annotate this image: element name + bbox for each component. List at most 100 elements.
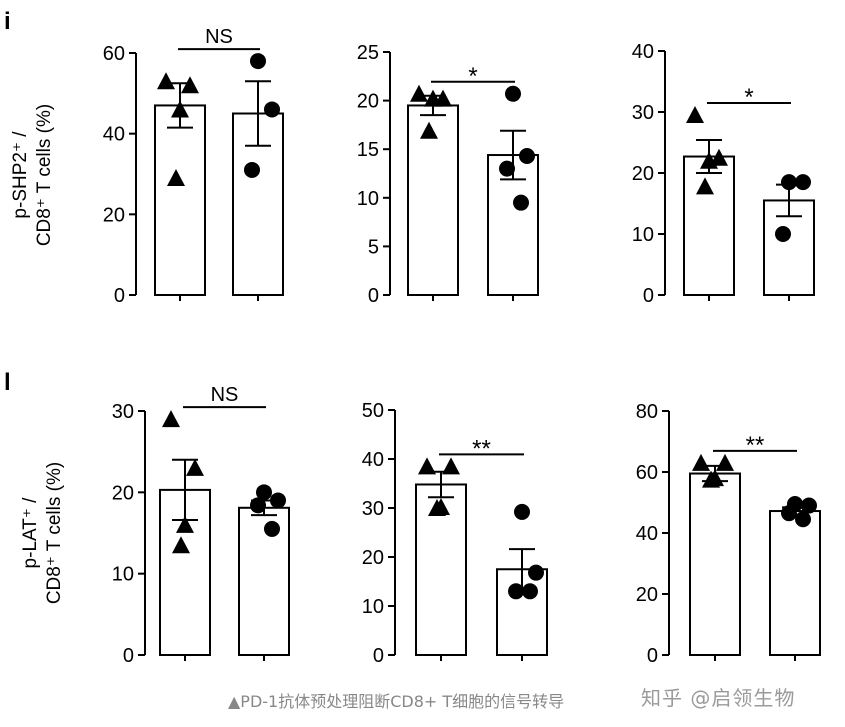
bar-group2 (769, 510, 821, 657)
chart-2: 0 10 20 30 40 * (632, 41, 815, 307)
y-tick-label: 20 (632, 163, 654, 185)
data-point-circle (250, 497, 266, 514)
significance-label: * (468, 63, 477, 90)
significance-label: * (744, 84, 753, 111)
chart-1: 0 5 10 15 20 25 * (357, 42, 539, 307)
y-tick-label: 5 (368, 236, 379, 258)
y-tick-label: 20 (636, 584, 658, 606)
significance-label: ** (472, 435, 491, 462)
y-tick-label: 40 (103, 124, 125, 146)
data-point-triangle (702, 470, 720, 488)
data-point-triangle (716, 453, 734, 471)
y-tick-label: 10 (362, 596, 384, 618)
y-tick-label: 30 (362, 498, 384, 520)
data-point-triangle (181, 76, 199, 94)
data-point-triangle (410, 84, 428, 102)
y-tick-label: 15 (357, 139, 379, 161)
data-point-circle (514, 503, 530, 520)
bar-group1 (683, 155, 735, 296)
data-point-triangle (696, 177, 714, 195)
charts-group: 0204060NS0510152025*010203040*0102030NS0… (103, 26, 821, 667)
significance-label: ** (746, 432, 765, 459)
y-tick-label: 0 (123, 645, 134, 667)
y-axis-title-i: p-SHP2⁺ / CD8⁺ T cells (%) (10, 104, 55, 246)
data-point-triangle (418, 457, 436, 475)
y-tick-label: 40 (632, 41, 654, 63)
data-point-triangle (172, 536, 190, 554)
chart-5: 0 20 40 60 80 ** (636, 401, 821, 667)
y-axis-title-i-line1: p-SHP2⁺ / (10, 131, 31, 219)
data-point-circle (270, 492, 286, 509)
data-point-triangle (442, 457, 460, 475)
data-point-circle (801, 497, 817, 514)
y-tick-label: 60 (636, 462, 658, 484)
data-point-triangle (171, 100, 189, 118)
data-point-circle (775, 226, 791, 242)
y-tick-label: 40 (636, 523, 658, 545)
data-point-circle (508, 583, 524, 600)
y-tick-label: 30 (112, 401, 134, 423)
data-point-triangle (428, 499, 446, 516)
y-axis-title-l-line1: p-LAT⁺ / (20, 497, 41, 569)
data-point-circle (781, 174, 797, 191)
y-tick-label: 30 (632, 102, 654, 124)
y-tick-label: 25 (357, 42, 379, 64)
y-tick-label: 0 (368, 285, 379, 307)
data-point-triangle (420, 121, 438, 139)
data-point-circle (513, 194, 529, 211)
y-tick-label: 20 (103, 204, 125, 226)
y-tick-label: 10 (357, 188, 379, 210)
data-point-circle (264, 520, 280, 537)
y-tick-label: 80 (636, 401, 658, 423)
data-point-triangle (186, 458, 204, 476)
bar-group1 (689, 472, 741, 656)
y-tick-label: 20 (362, 547, 384, 569)
data-point-circle (264, 101, 280, 118)
data-point-triangle (686, 106, 704, 124)
data-point-triangle (157, 72, 175, 90)
y-tick-label: 0 (373, 645, 384, 667)
data-point-circle (256, 484, 272, 501)
y-tick-label: 10 (112, 564, 134, 586)
data-point-triangle (176, 515, 194, 533)
panel-letter-l: l (4, 369, 11, 396)
data-point-triangle (692, 453, 710, 471)
chart-3: 0 10 20 30 NS (112, 384, 290, 667)
data-point-triangle (424, 89, 442, 107)
panel-letter-i: i (4, 8, 11, 35)
figure-caption: ▲PD-1抗体预处理阻断CD8+ T细胞的信号转导 (228, 692, 565, 711)
y-tick-label: 20 (357, 91, 379, 113)
data-point-circle (795, 174, 811, 191)
data-point-triangle (162, 410, 180, 428)
data-point-circle (250, 53, 266, 70)
y-axis-title-l-line2: CD8⁺ T cells (%) (44, 462, 65, 604)
data-point-circle (781, 505, 797, 522)
data-point-circle (244, 161, 260, 178)
y-tick-label: 60 (103, 43, 125, 65)
y-axis-title-l: p-LAT⁺ / CD8⁺ T cells (%) (20, 462, 65, 604)
y-tick-label: 50 (362, 400, 384, 422)
data-point-circle (499, 160, 515, 177)
y-tick-label: 40 (362, 449, 384, 471)
data-point-circle (528, 564, 544, 581)
significance-label: NS (211, 384, 239, 406)
y-tick-label: 0 (114, 285, 125, 307)
data-point-triangle (710, 148, 728, 166)
data-point-triangle (167, 169, 185, 187)
y-tick-label: 20 (112, 482, 134, 504)
y-tick-label: 10 (632, 224, 654, 246)
y-axis-title-i-line2: CD8⁺ T cells (%) (34, 104, 55, 246)
chart-0: 0 20 40 60 NS (103, 26, 284, 307)
data-point-circle (522, 583, 538, 600)
bar-group2 (238, 506, 290, 656)
y-tick-label: 0 (647, 645, 658, 667)
data-point-circle (519, 148, 535, 165)
chart-4: 0 10 20 30 40 50 ** (362, 400, 548, 667)
watermark: 知乎 @启领生物 (641, 686, 796, 710)
data-point-circle (795, 511, 811, 528)
y-tick-label: 0 (643, 285, 654, 307)
data-point-circle (505, 85, 521, 102)
data-point-triangle (700, 151, 718, 169)
significance-label: NS (205, 26, 233, 48)
